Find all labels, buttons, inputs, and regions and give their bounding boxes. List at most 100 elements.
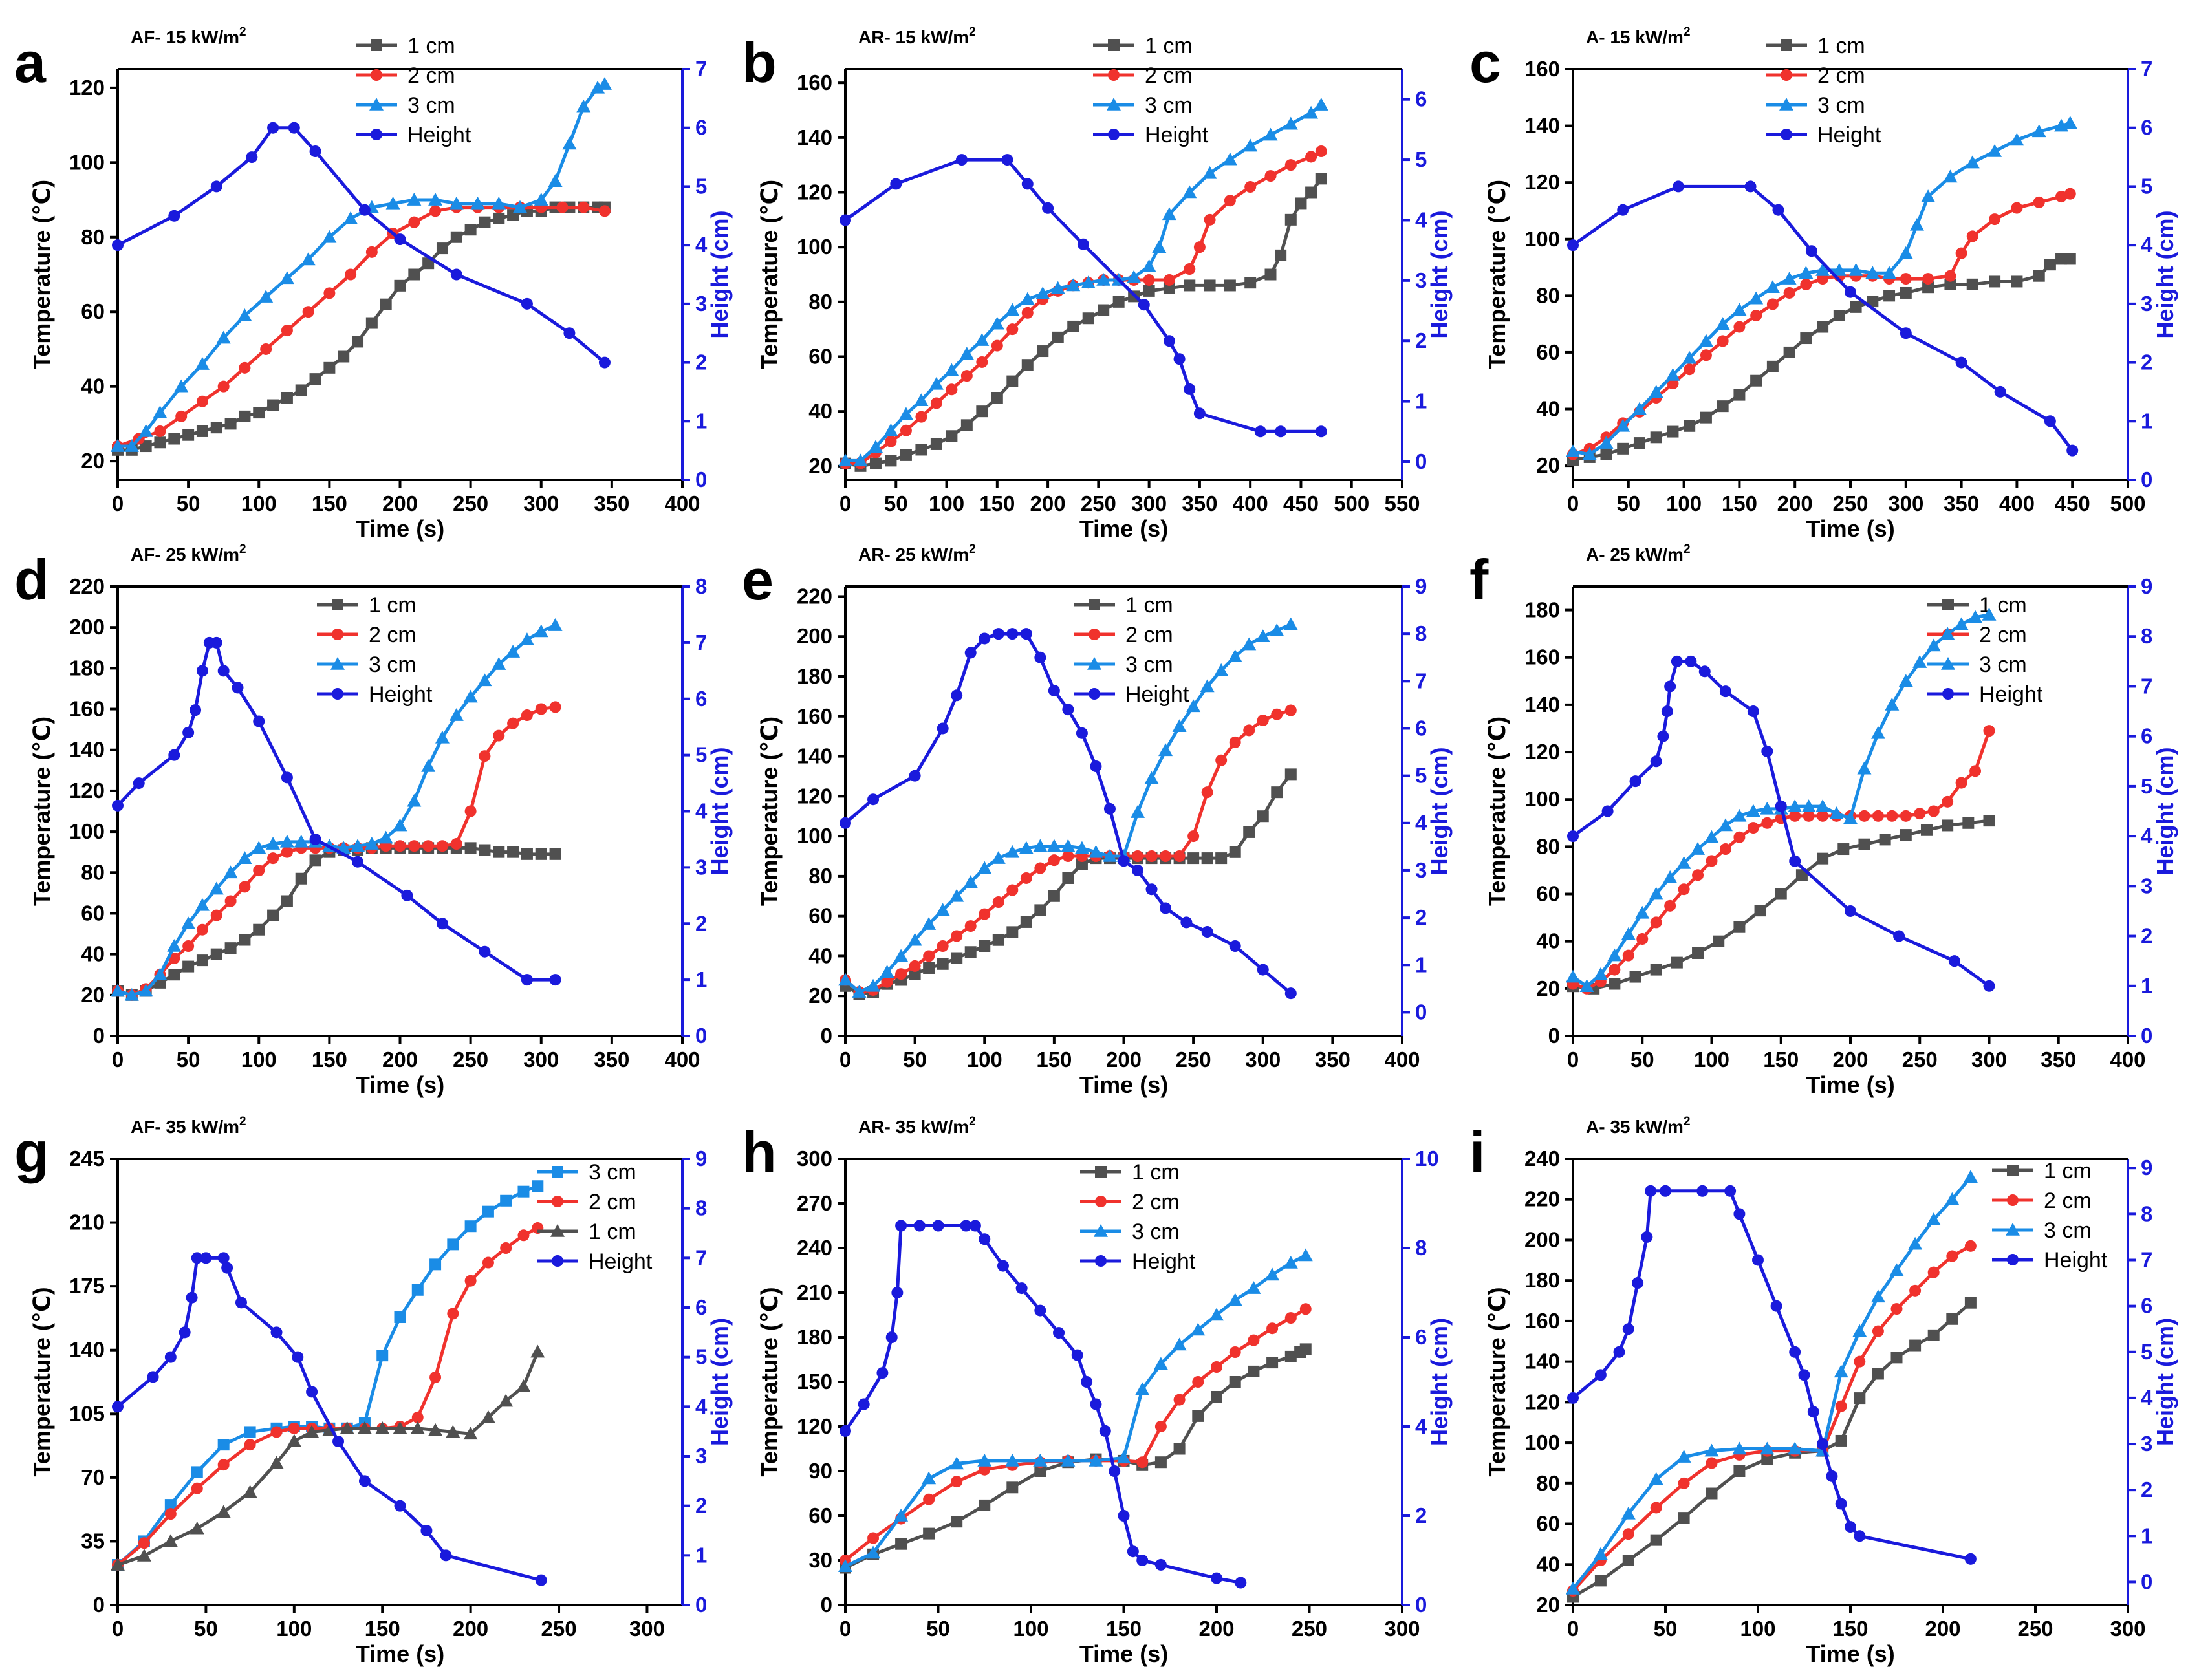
x-tick-label: 200 — [453, 1617, 488, 1641]
y2-tick-label: 8 — [695, 1196, 707, 1220]
data-point — [1275, 249, 1287, 261]
y2-tick-label: 4 — [1415, 811, 1427, 835]
data-point — [909, 968, 921, 980]
data-point — [1858, 838, 1870, 850]
series-height — [1567, 655, 1995, 992]
data-point — [935, 903, 950, 916]
legend-label: 1 cm — [2044, 1159, 2092, 1183]
data-point — [1898, 674, 1913, 687]
data-point — [535, 848, 547, 860]
data-point — [336, 841, 351, 854]
data-point — [1733, 321, 1746, 333]
data-point — [1733, 921, 1746, 933]
data-point — [1048, 854, 1060, 867]
x-tick-label: 300 — [1971, 1048, 2007, 1072]
y-tick-label: 140 — [797, 744, 832, 768]
data-point — [1048, 684, 1060, 696]
data-point — [1704, 1443, 1719, 1457]
data-point — [1192, 1410, 1204, 1422]
data-point — [323, 287, 336, 299]
data-point — [1067, 320, 1079, 332]
y2-tick-label: 2 — [1415, 1503, 1427, 1527]
data-point — [447, 1238, 459, 1251]
data-point — [1800, 332, 1812, 345]
x-tick-label: 400 — [664, 491, 700, 515]
data-point — [1909, 217, 1924, 231]
data-point — [1940, 627, 1955, 640]
series-2-cm — [112, 201, 611, 453]
data-point — [302, 306, 314, 318]
data-point — [1020, 872, 1032, 884]
y2-tick-label: 6 — [2141, 116, 2152, 140]
y-tick-label: 100 — [1524, 227, 1560, 251]
data-point — [1805, 245, 1817, 257]
data-point — [470, 196, 485, 210]
data-point — [1983, 725, 1995, 737]
legend-marker — [332, 599, 343, 610]
data-point — [267, 852, 279, 865]
y2-tick-label: 6 — [2141, 724, 2152, 748]
y2-tick-label: 1 — [695, 409, 707, 433]
data-point — [111, 984, 125, 997]
data-point — [281, 392, 293, 404]
y2-tick-label: 6 — [695, 116, 707, 140]
data-point — [1089, 845, 1103, 858]
y-axis-title: Temperature (℃) — [1484, 1287, 1510, 1477]
data-point — [287, 1434, 301, 1447]
data-point — [946, 383, 958, 396]
legend-label: 2 cm — [407, 63, 455, 88]
data-point — [563, 327, 576, 339]
y2-tick-label: 1 — [2141, 1524, 2152, 1547]
data-point — [1760, 801, 1775, 815]
legend-label: 1 cm — [1145, 34, 1193, 58]
data-point — [598, 356, 611, 369]
x-tick-label: 0 — [840, 491, 851, 515]
data-point — [1033, 839, 1048, 852]
data-point — [951, 1516, 963, 1528]
data-point — [1943, 169, 1958, 183]
data-point — [394, 1311, 406, 1324]
data-point — [881, 976, 893, 988]
data-point — [1964, 1240, 1977, 1252]
y2-tick-label: 4 — [2141, 1386, 2153, 1410]
data-point — [440, 1549, 452, 1562]
data-point — [549, 701, 561, 713]
data-point — [1922, 273, 1934, 285]
data-point — [519, 632, 534, 645]
data-point — [1616, 418, 1630, 432]
y-tick-label: 120 — [1524, 170, 1560, 194]
data-point — [1567, 830, 1579, 843]
data-point — [1228, 1293, 1242, 1306]
y2-tick-label: 7 — [1415, 669, 1427, 693]
legend-label: 2 cm — [2044, 1189, 2092, 1213]
data-point — [1594, 1575, 1607, 1587]
x-tick-label: 150 — [1722, 491, 1757, 515]
data-point — [1081, 1376, 1093, 1388]
data-point — [1854, 1355, 1866, 1368]
legend-entry: Height — [1927, 682, 2043, 707]
series-3-cm — [1566, 116, 2077, 460]
data-point — [1192, 1376, 1204, 1388]
data-point — [253, 407, 265, 419]
data-point — [1145, 850, 1158, 862]
data-point — [376, 1350, 389, 1362]
y-tick-label: 60 — [808, 345, 832, 369]
data-point — [345, 268, 357, 281]
series-line — [844, 158, 1321, 433]
data-point — [1872, 1368, 1884, 1380]
data-point — [338, 350, 350, 363]
data-point — [1664, 899, 1676, 912]
legend-marker — [1108, 39, 1120, 51]
panel-letter: c — [1469, 30, 1501, 94]
data-point — [447, 1308, 459, 1320]
data-point — [1601, 805, 1614, 817]
data-point — [196, 425, 208, 437]
data-point — [1248, 1365, 1260, 1377]
data-point — [210, 948, 222, 960]
data-point — [428, 1423, 443, 1436]
data-point — [1184, 383, 1196, 395]
condition-label: AF- 35 kW/m2 — [131, 1115, 246, 1137]
data-point — [1994, 385, 2006, 398]
legend-entry: 3 cm — [1927, 652, 2027, 677]
data-point — [1193, 407, 1206, 420]
